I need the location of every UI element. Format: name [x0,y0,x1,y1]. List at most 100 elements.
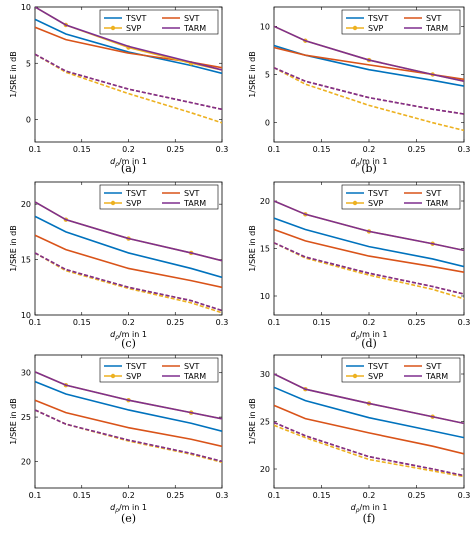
series-line-tsvt [35,18,222,75]
series-line-svp-dashed [274,242,464,300]
legend-label-tarm: TARM [425,24,448,33]
legend-label-svp: SVP [368,199,384,208]
x-axis-label: dρ/m in 1 [351,330,388,341]
legend: TSVT SVT SVP TARM [341,357,461,383]
legend-label-tsvt: TSVT [125,362,146,371]
x-tick-label: 0.1 [29,145,42,154]
y-tick-label: 5 [26,59,31,68]
legend-marker-svp [352,25,358,31]
legend-label-svt: SVT [184,189,200,198]
legend-box [99,357,219,383]
x-tick-label: 0.15 [313,318,331,327]
x-tick-label: 0.2 [122,491,135,500]
chart-panel-f: 0.1 0.15 0.2 0.25 0.3 20 25 30 dρ/m in 1 1/SRE in… [248,354,471,525]
legend-label-svp: SVP [126,24,142,33]
series-line-tsvt [35,380,222,433]
x-tick-label: 0.25 [166,318,184,327]
y-tick-label: 0 [265,119,270,128]
chart-panel-b: 0.1 0.15 0.2 0.25 0.3 0 5 10 dρ/m in 1 1/SRE in d… [248,6,471,175]
y-tick-label: 10 [21,3,31,12]
series-line-svp-dashed [35,252,222,314]
x-tick-label: 0.25 [166,491,184,500]
x-tick-label: 0.2 [122,318,135,327]
x-tick-label: 0.15 [73,318,91,327]
y-tick-label: 10 [260,22,270,31]
series-line-tarm [274,200,464,252]
legend-marker-svp [110,200,116,206]
series-line-tarm-dashed [274,67,464,115]
legend-label-tarm: TARM [183,24,206,33]
x-tick-label: 0.3 [216,145,229,154]
legend-label-svp: SVP [368,24,384,33]
x-axis-label: dρ/m in 1 [110,330,147,341]
series-line-svt-dashed [274,421,464,477]
series-line-tsvt [274,386,464,439]
y-tick-label: 20 [260,465,270,474]
legend-label-svp: SVP [126,199,142,208]
legend-box [341,357,461,383]
x-tick-label: 0.1 [29,318,42,327]
x-tick-label: 0.25 [408,145,426,154]
legend-label-svt: SVT [426,14,442,23]
x-tick-label: 0.3 [458,318,471,327]
series-line-tarm [274,373,464,425]
y-tick-label: 25 [21,413,31,422]
series-line-tarm-dashed [35,409,222,463]
y-tick-label: 5 [265,71,270,80]
legend-label-tsvt: TSVT [125,189,146,198]
panel-caption: (a) [121,162,136,175]
y-tick-label: 20 [21,457,31,466]
x-tick-label: 0.15 [73,491,91,500]
series-line-svt [274,228,464,274]
panel-caption: (c) [121,337,136,350]
legend-marker-svp [352,200,358,206]
series-line-svt [35,399,222,448]
y-axis-label: 1/SRE in dB [9,51,18,97]
x-tick-label: 0.3 [458,491,471,500]
legend-marker-svp [110,25,116,31]
series-line-svp-dashed [35,409,222,464]
y-tick-label: 15 [260,245,270,254]
series-line-tsvt [35,215,222,279]
x-tick-label: 0.3 [458,145,471,154]
panel-caption: (b) [361,162,377,175]
y-axis-label: 1/SRE in dB [9,225,18,271]
y-axis-label: 1/SRE in dB [248,225,257,271]
y-axis-label: 1/SRE in dB [248,51,257,97]
x-axis-label: dρ/m in 1 [351,157,388,168]
x-tick-label: 0.2 [363,318,376,327]
series-line-svp-dashed [274,424,464,478]
y-tick-label: 20 [21,200,31,209]
legend-label-tarm: TARM [425,372,448,381]
series-line-svt [274,404,464,455]
legend-box [341,184,461,210]
legend-marker-svp [352,373,358,379]
y-tick-label: 10 [260,292,270,301]
y-tick-label: 25 [260,418,270,427]
x-tick-label: 0.15 [313,145,331,154]
x-tick-label: 0.25 [408,318,426,327]
panel-caption: (d) [361,337,377,350]
x-tick-label: 0.15 [313,491,331,500]
legend: TSVT SVT SVP TARM [99,184,219,210]
legend-label-svt: SVT [426,189,442,198]
chart-panel-a: 0.1 0.15 0.2 0.25 0.3 0 5 10 dρ/m in 1 1/SRE in d… [9,3,228,175]
series-line-svt [35,234,222,289]
series-line-tarm [35,7,222,71]
series-line-tarm-dashed [35,53,222,111]
panel-caption: (e) [121,512,136,525]
legend-label-svt: SVT [426,362,442,371]
x-tick-label: 0.15 [73,145,91,154]
chart-panel-d: 0.1 0.15 0.2 0.25 0.3 10 15 20 dρ/m in 1 1/SRE in… [248,181,471,350]
y-tick-label: 30 [21,369,31,378]
legend-box [99,9,219,35]
y-tick-label: 30 [260,370,270,379]
y-tick-label: 20 [260,197,270,206]
x-tick-label: 0.3 [216,491,229,500]
series-line-svp-dashed [274,67,464,132]
legend: TSVT SVT SVP TARM [341,184,461,210]
legend-label-tsvt: TSVT [125,14,146,23]
x-axis-label: dρ/m in 1 [110,503,147,514]
series-line-tarm-dashed [35,252,222,312]
